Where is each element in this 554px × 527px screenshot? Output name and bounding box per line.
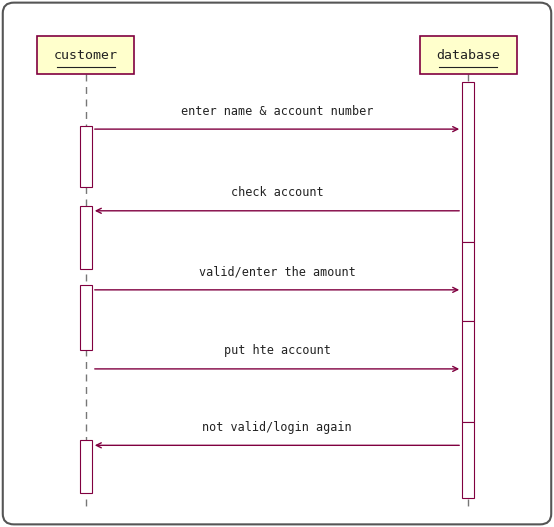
Bar: [38, 36, 134, 74]
Text: put hte account: put hte account: [224, 344, 330, 357]
Bar: [462, 422, 474, 498]
Bar: [420, 36, 516, 74]
Text: enter name & account number: enter name & account number: [181, 104, 373, 118]
Bar: [80, 206, 92, 269]
Text: customer: customer: [54, 49, 118, 62]
Bar: [462, 242, 474, 321]
Bar: [80, 126, 92, 187]
Text: database: database: [436, 49, 500, 62]
Text: not valid/login again: not valid/login again: [202, 421, 352, 434]
FancyBboxPatch shape: [3, 3, 551, 524]
Bar: [462, 321, 474, 422]
Bar: [80, 285, 92, 350]
Bar: [80, 440, 92, 493]
Text: check account: check account: [230, 186, 324, 199]
Bar: [462, 82, 474, 242]
Text: valid/enter the amount: valid/enter the amount: [199, 265, 355, 278]
